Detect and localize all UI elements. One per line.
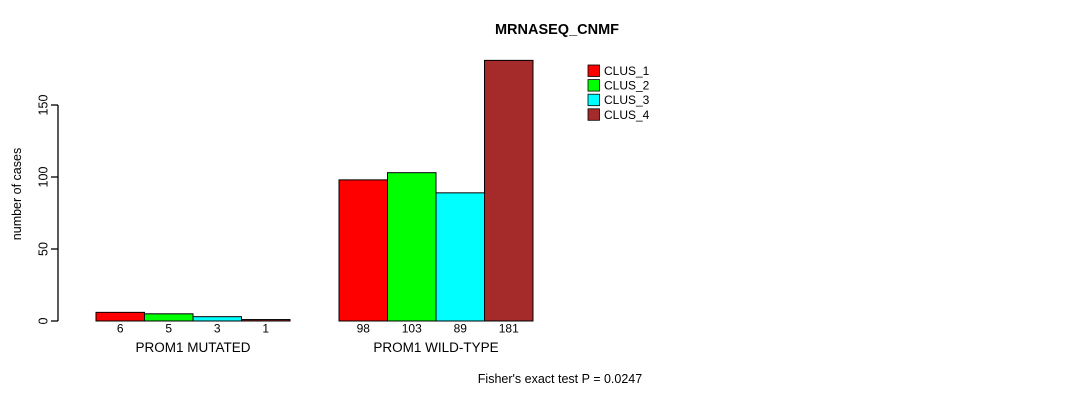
- bar-CLUS_1: [95, 311, 145, 322]
- fisher-test-annotation: Fisher's exact test P = 0.0247: [477, 372, 643, 386]
- legend-label: CLUS_2: [604, 79, 650, 93]
- bar-value-label: 1: [262, 322, 269, 336]
- y-axis-tick-label: 150: [36, 95, 50, 116]
- group-label: PROM1 MUTATED: [135, 340, 250, 355]
- bar-CLUS_4: [484, 59, 534, 322]
- y-axis-tick-label: 0: [36, 317, 50, 324]
- legend-swatch-CLUS_3: [587, 93, 600, 107]
- bar-value-label: 89: [454, 322, 468, 336]
- bar-CLUS_2: [387, 172, 437, 322]
- legend-swatch-CLUS_4: [587, 108, 600, 121]
- bar-value-label: 98: [357, 322, 371, 336]
- legend-swatch-CLUS_1: [587, 64, 600, 77]
- bar-value-label: 5: [165, 322, 172, 336]
- bar-value-label: 3: [214, 322, 221, 336]
- legend-label: CLUS_4: [604, 108, 650, 122]
- group-label: PROM1 WILD-TYPE: [373, 340, 498, 355]
- bar-CLUS_3: [192, 316, 242, 322]
- bar-value-label: 181: [499, 322, 519, 336]
- bar-CLUS_3: [435, 192, 485, 322]
- legend-label: CLUS_1: [604, 64, 650, 78]
- bar-CLUS_2: [144, 313, 194, 322]
- y-axis-tick-label: 50: [36, 242, 50, 256]
- chart-title: MRNASEQ_CNMF: [494, 22, 620, 38]
- legend-swatch-CLUS_2: [587, 79, 600, 92]
- bar-value-label: 103: [402, 322, 422, 336]
- bar-CLUS_1: [338, 179, 388, 322]
- y-axis-tick-label: 100: [36, 167, 50, 188]
- bar-CLUS_4: [241, 319, 291, 322]
- bar-value-label: 6: [117, 322, 124, 336]
- legend-label: CLUS_3: [604, 93, 650, 107]
